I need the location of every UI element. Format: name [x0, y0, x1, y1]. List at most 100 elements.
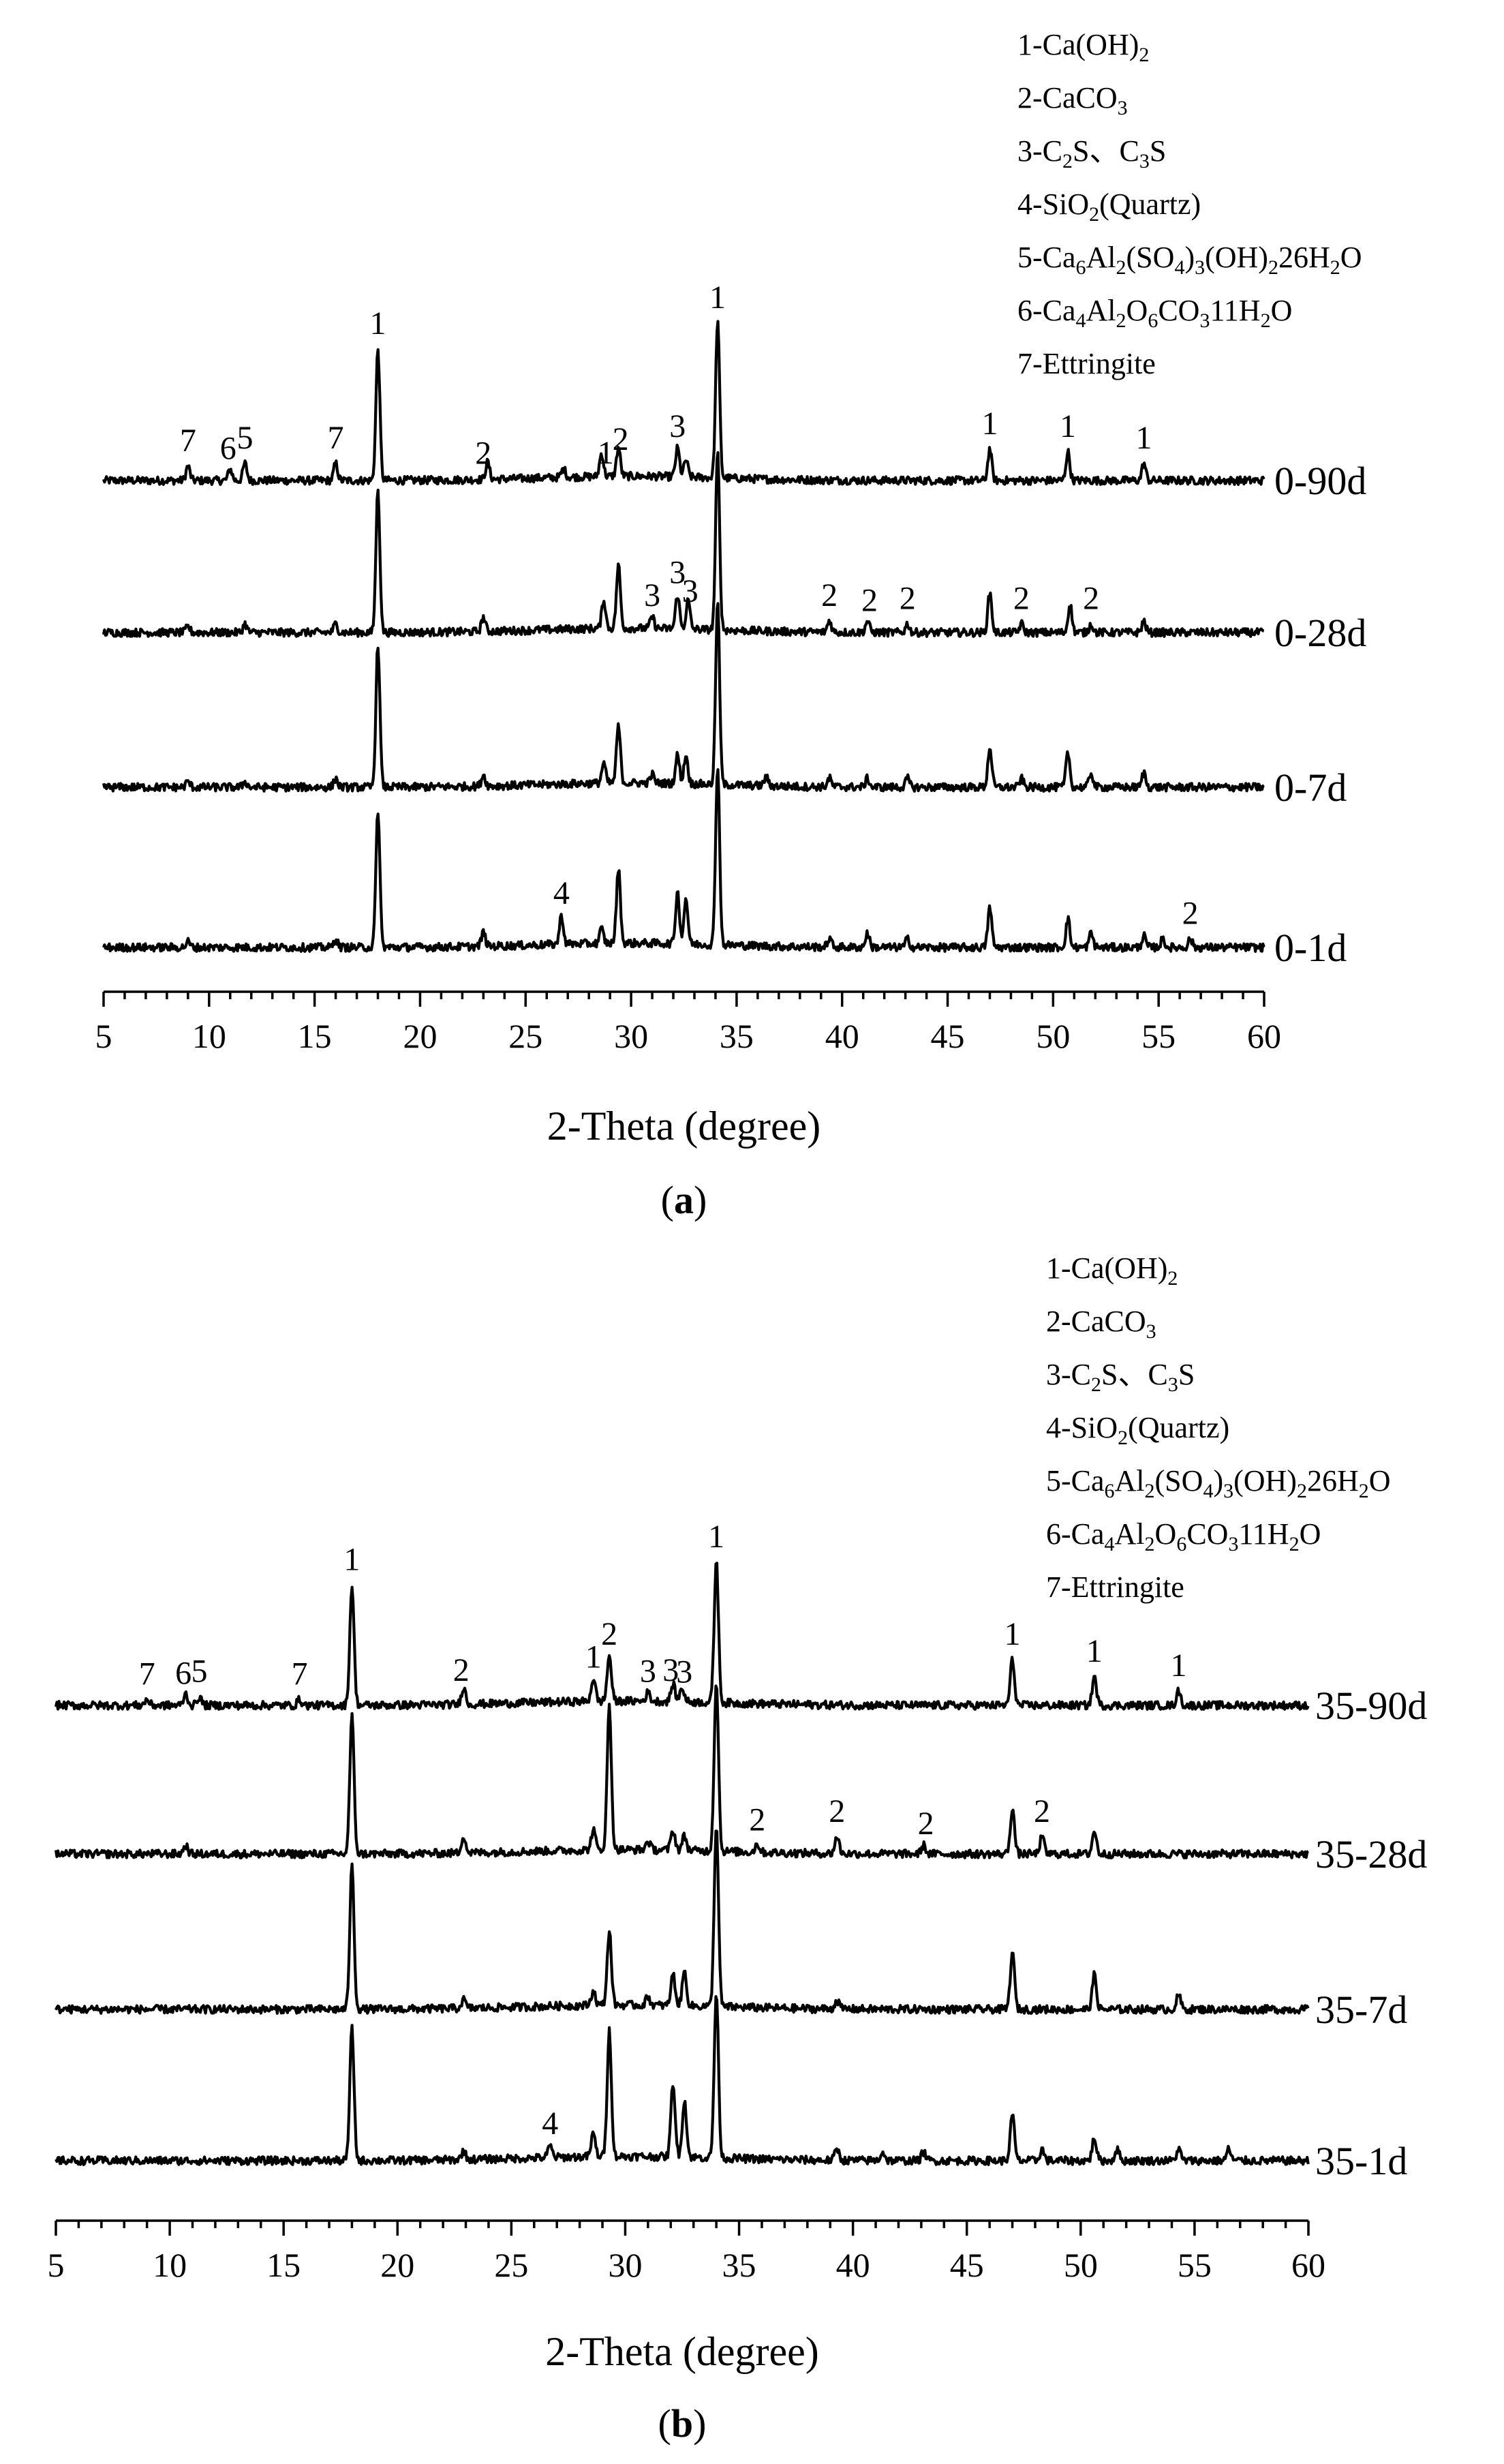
x-tick-label: 30	[614, 1017, 648, 1055]
peak-label: 7	[180, 423, 196, 459]
peak-label: 2	[601, 1616, 617, 1652]
peak-label: 1	[708, 1519, 724, 1555]
peak-label: 1	[982, 406, 998, 442]
x-tick-label: 20	[403, 1017, 437, 1055]
legend-entry: 1-Ca(OH)2	[1017, 28, 1149, 66]
x-tick-label: 50	[1064, 2246, 1098, 2284]
x-tick-label: 25	[494, 2246, 528, 2284]
peak-label: 2	[821, 577, 838, 613]
legend-entry: 3-C2S、C3S	[1046, 1358, 1195, 1396]
peak-label: 1	[585, 1639, 602, 1675]
x-tick-label: 15	[298, 1017, 332, 1055]
peak-label: 7	[292, 1656, 308, 1692]
series-label: 35-1d	[1315, 2139, 1407, 2183]
peak-label: 3	[644, 577, 660, 613]
x-tick-label: 10	[153, 2246, 187, 2284]
peak-label: 3	[669, 408, 686, 444]
x-tick-label: 35	[720, 1017, 754, 1055]
legend: 1-Ca(OH)2 2-CaCO3 3-C2S、C3S 4-SiO2(Quartz) 5…	[1046, 1251, 1391, 1604]
x-tick-label: 50	[1036, 1017, 1070, 1055]
x-axis-title: 2-Theta (degree)	[545, 2329, 818, 2374]
legend-entry: 4-SiO2(Quartz)	[1046, 1411, 1229, 1449]
peak-label: 1	[1004, 1616, 1021, 1652]
x-tick-label: 35	[722, 2246, 756, 2284]
x-axis-title: 2-Theta (degree)	[547, 1104, 820, 1149]
legend-entry: 3-C2S、C3S	[1017, 134, 1166, 172]
series-trace	[55, 1995, 1310, 2166]
peak-label: 2	[1083, 580, 1099, 616]
legend-entry: 5-Ca6Al2(SO4)3(OH)226H2O	[1046, 1464, 1391, 1502]
x-tick-label: 45	[950, 2246, 984, 2284]
peak-label: 2	[475, 436, 491, 472]
x-tick-label: 60	[1247, 1017, 1281, 1055]
peak-label: 3	[640, 1653, 656, 1689]
series-label: 35-7d	[1315, 1988, 1407, 2032]
peak-label: 2	[918, 1806, 934, 1842]
panel-caption: (a)	[661, 1178, 707, 1222]
panel-caption: (b)	[658, 2401, 707, 2446]
legend-entry: 7-Ettringite	[1046, 1570, 1184, 1604]
x-tick-label: 45	[931, 1017, 965, 1055]
x-tick-label: 40	[836, 2246, 870, 2284]
series-label: 0-1d	[1274, 926, 1347, 970]
x-tick-label: 40	[825, 1017, 859, 1055]
x-tick-label: 60	[1291, 2246, 1325, 2284]
peak-label: 2	[749, 1801, 765, 1838]
peak-label: 1	[343, 1542, 360, 1578]
peak-label: 7	[139, 1656, 155, 1692]
legend-entry: 4-SiO2(Quartz)	[1017, 187, 1201, 226]
peak-label: 3	[669, 555, 686, 591]
x-tick-label: 30	[608, 2246, 642, 2284]
peak-label: 2	[1182, 895, 1199, 931]
peak-label: 1	[709, 279, 726, 316]
peak-label: 6	[220, 431, 236, 467]
legend-entry: 2-CaCO3	[1017, 81, 1128, 119]
series-label: 35-90d	[1315, 1684, 1427, 1728]
xrd-panel-b: 1-Ca(OH)2 2-CaCO3 3-C2S、C3S 4-SiO2(Quartz) 5…	[48, 1251, 1428, 2446]
series-trace	[102, 768, 1265, 953]
x-tick-label: 20	[380, 2246, 414, 2284]
series-trace	[102, 320, 1265, 486]
series-trace	[102, 602, 1265, 793]
x-tick-label: 5	[48, 2246, 65, 2284]
series-label: 0-90d	[1274, 459, 1366, 503]
series-trace	[102, 451, 1265, 638]
peak-label: 2	[829, 1793, 845, 1829]
peak-label: 1	[370, 305, 386, 341]
legend-entry: 2-CaCO3	[1046, 1305, 1156, 1343]
peak-label: 2	[900, 580, 916, 616]
legend-entry: 6-Ca4Al2O6CO311H2O	[1017, 294, 1292, 332]
peak-label: 1	[1086, 1633, 1103, 1669]
peak-label: 3	[676, 1654, 692, 1690]
series-label: 35-28d	[1315, 1832, 1427, 1876]
peak-label: 6	[175, 1656, 191, 1692]
x-tick-label: 25	[508, 1017, 542, 1055]
peak-label: 1	[1136, 420, 1152, 456]
peak-label: 1	[1171, 1647, 1187, 1684]
series-trace	[55, 1829, 1310, 2015]
legend-entry: 7-Ettringite	[1017, 347, 1156, 380]
peak-label: 2	[453, 1652, 470, 1688]
peak-label: 2	[613, 421, 629, 457]
peak-label: 1	[1060, 408, 1076, 444]
legend-entry: 5-Ca6Al2(SO4)3(OH)226H2O	[1017, 241, 1362, 279]
series-trace	[54, 1562, 1310, 1711]
peak-label: 2	[1034, 1793, 1050, 1829]
peak-label: 5	[237, 420, 254, 456]
series-trace	[54, 1684, 1309, 1859]
series-label: 0-7d	[1274, 765, 1347, 810]
x-tick-label: 55	[1178, 2246, 1212, 2284]
x-tick-label: 10	[192, 1017, 226, 1055]
legend-entry: 6-Ca4Al2O6CO311H2O	[1046, 1517, 1321, 1555]
peak-label: 4	[542, 2105, 558, 2142]
peak-label: 2	[1013, 580, 1030, 616]
peak-label: 5	[191, 1653, 208, 1689]
peak-label: 3	[682, 573, 699, 609]
peak-label: 3	[662, 1652, 679, 1688]
peak-label: 7	[328, 420, 344, 456]
x-tick-label: 55	[1141, 1017, 1176, 1055]
peak-label: 1	[598, 435, 614, 471]
peak-label: 2	[861, 583, 878, 619]
x-tick-label: 15	[266, 2246, 301, 2284]
legend-entry: 1-Ca(OH)2	[1046, 1251, 1178, 1290]
